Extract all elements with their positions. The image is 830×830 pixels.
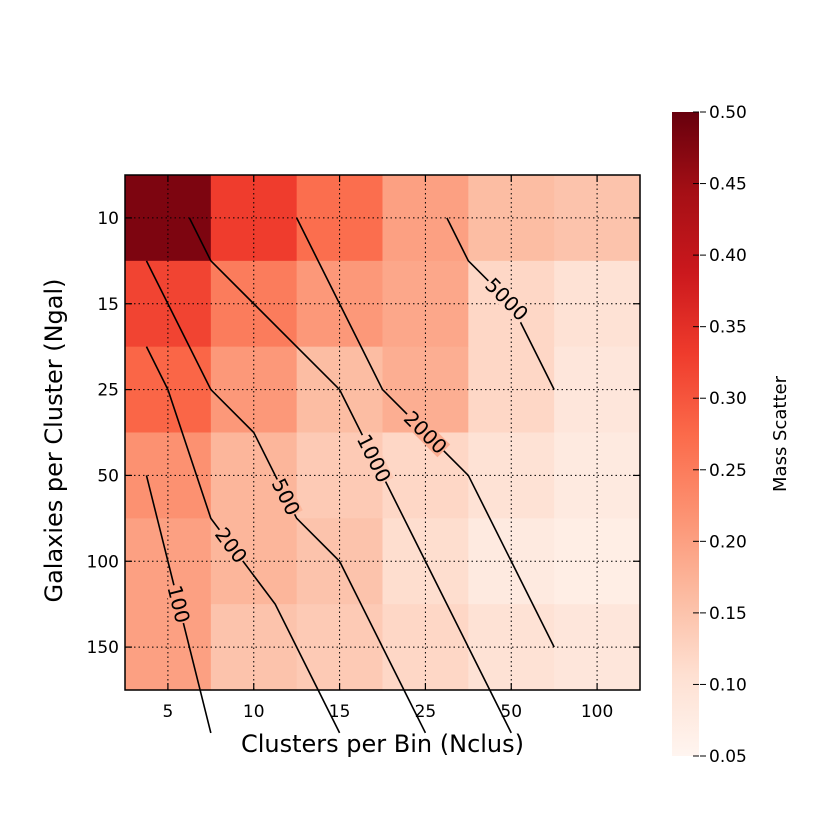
contour-label-background xyxy=(400,407,451,458)
x-tick-label: 25 xyxy=(415,702,437,722)
contour-line xyxy=(188,217,512,734)
heatmap-cell xyxy=(296,346,341,434)
x-axis-label: Clusters per Bin (Nclus) xyxy=(241,730,524,758)
heatmap-cell xyxy=(167,260,212,348)
y-tick-label: 100 xyxy=(87,552,119,572)
heatmap-cell xyxy=(425,260,469,348)
contour-label-background xyxy=(269,475,303,519)
contour-label-background xyxy=(165,583,193,626)
x-axis-ticks: 5 10 15 25 50 100 xyxy=(163,175,613,722)
heatmap-cell xyxy=(167,346,212,434)
colorbar-tick-label: 0.15 xyxy=(709,604,747,624)
y-axis-ticks: 10 15 25 50 100 150 xyxy=(87,209,640,658)
contour-line xyxy=(145,260,427,734)
contour-line xyxy=(295,217,555,648)
colorbar xyxy=(672,112,699,756)
colorbar-label: Mass Scatter xyxy=(770,375,791,492)
contour-label-background xyxy=(482,274,532,325)
heatmap-cell xyxy=(511,432,555,519)
y-tick-label: 50 xyxy=(97,466,119,486)
colorbar-tick-label: 0.50 xyxy=(709,103,747,123)
colorbar-tick-label: 0.40 xyxy=(709,246,747,266)
heatmap-cells xyxy=(125,175,641,691)
colorbar-tick-label: 0.35 xyxy=(709,318,747,338)
colorbar-tick-label: 0.45 xyxy=(709,175,747,195)
heatmap-cell xyxy=(511,346,555,434)
contour-label-background xyxy=(354,431,394,486)
heatmap-cell xyxy=(296,604,341,691)
x-tick-label: 100 xyxy=(581,702,613,722)
y-tick-label: 15 xyxy=(97,295,119,315)
heatmap-cell xyxy=(511,175,555,262)
heatmap-cell xyxy=(511,518,555,605)
colorbar-tick-label: 0.10 xyxy=(709,675,747,695)
y-axis-label: Galaxies per Cluster (Ngal) xyxy=(40,278,68,602)
contour-label-background xyxy=(212,524,250,567)
heatmap-cell xyxy=(296,518,341,605)
y-tick-label: 10 xyxy=(97,209,119,229)
plot-frame xyxy=(124,174,641,691)
contour-line xyxy=(145,475,212,734)
x-tick-label: 15 xyxy=(329,702,351,722)
heatmap-cell xyxy=(425,346,469,434)
x-tick-label: 5 xyxy=(163,702,174,722)
heatmap-cell xyxy=(167,432,212,519)
heatmap-cell xyxy=(296,260,341,348)
x-tick-label: 10 xyxy=(243,702,265,722)
y-tick-label: 150 xyxy=(87,638,119,658)
colorbar-tick-label: 0.25 xyxy=(709,461,747,481)
contour-line xyxy=(145,346,341,734)
colorbar-ticks: 0.50 0.45 0.40 0.35 0.30 0.25 0.20 0.15 0.10 0.05 xyxy=(693,103,747,767)
heatmap-cell xyxy=(425,604,469,691)
heatmap-cell xyxy=(296,175,341,262)
x-tick-label: 50 xyxy=(500,702,522,722)
heatmap-cell xyxy=(511,604,555,691)
heatmap-cell xyxy=(425,518,469,605)
colorbar-tick-label: 0.20 xyxy=(709,532,747,552)
y-tick-label: 25 xyxy=(97,381,119,401)
colorbar-tick-label: 0.05 xyxy=(709,747,747,767)
colorbar-tick-label: 0.30 xyxy=(709,389,747,409)
